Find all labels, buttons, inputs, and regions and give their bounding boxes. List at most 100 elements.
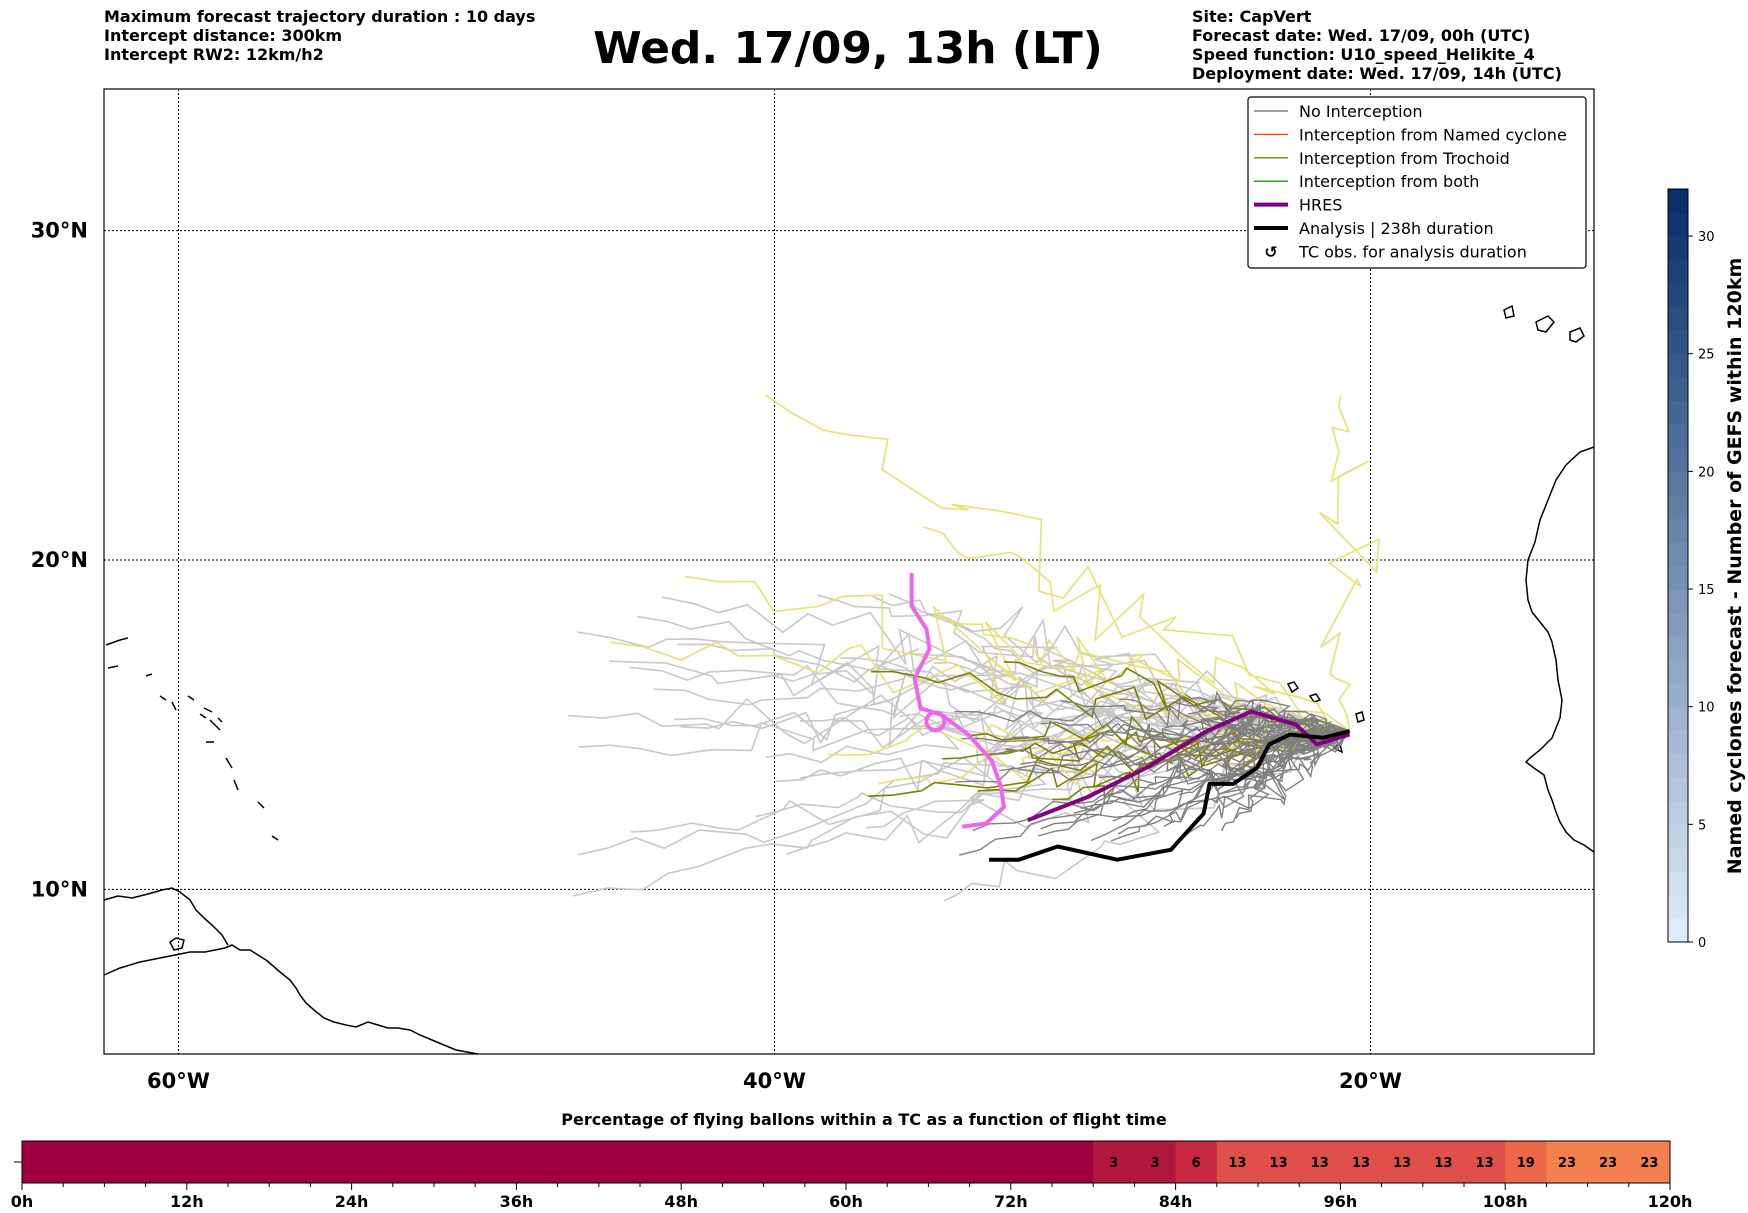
main-series	[909, 573, 1351, 862]
y-tick-label: 30°N	[31, 219, 88, 243]
colorbar-step	[1668, 659, 1688, 684]
bar-cell-label: 13	[1270, 1156, 1288, 1171]
x-tick-label: 20°W	[1339, 1069, 1402, 1093]
ensemble-yellow-track	[765, 394, 1351, 732]
bar-cell-label: 23	[1599, 1156, 1617, 1171]
series-line-hres	[1027, 709, 1351, 823]
header-left: Maximum forecast trajectory duration : 1…	[104, 7, 535, 64]
ensemble-grey-track	[1020, 730, 1350, 767]
ensemble-light-gray-track	[765, 712, 1350, 764]
ensemble-grey-track	[1163, 730, 1350, 827]
legend: No Interception Interception from Named c…	[1247, 96, 1587, 269]
bar-cell-label: 13	[1476, 1156, 1494, 1171]
page-title: Wed. 17/09, 13h (LT)	[593, 23, 1103, 74]
ensemble-light-gray-track	[661, 596, 1350, 732]
bar-cell	[1505, 1141, 1547, 1183]
colorbar-tick-label: 10	[1698, 701, 1715, 716]
bar-tick-label: 108h	[1483, 1192, 1528, 1211]
colorbar-step	[1668, 494, 1688, 519]
colorbar-step	[1668, 918, 1688, 943]
header-right-line-3: Speed function: U10_speed_Helikite_4	[1192, 45, 1535, 64]
bar-cell	[1381, 1141, 1424, 1183]
ensemble-light-gray-tracks	[568, 593, 1350, 902]
coastline-canaries-1	[1503, 304, 1515, 319]
series-line-hres-loop	[924, 710, 947, 733]
ensemble-light-gray-track	[899, 699, 1350, 744]
legend-label: TC obs. for analysis duration	[1298, 242, 1527, 261]
header-left-line-3: Intercept RW2: 12km/h2	[104, 45, 324, 64]
flight-time-bar: Percentage of flying ballons within a TC…	[11, 1110, 1693, 1211]
colorbar-step	[1668, 683, 1688, 708]
colorbar-label: Named cyclones forecast - Number of GEFS…	[1724, 258, 1746, 875]
bar-cell-label: 3	[1150, 1156, 1159, 1171]
colorbar-step	[1668, 212, 1688, 237]
ensemble-yellow-track	[1319, 395, 1380, 732]
coastline-south-america	[103, 944, 479, 1055]
colorbar-tick-label: 20	[1698, 465, 1715, 480]
colorbar-steps	[1668, 189, 1688, 943]
y-tick-label: 10°N	[31, 877, 88, 901]
ensemble-light-gray-track	[888, 593, 1350, 732]
bar-cell-label: 13	[1434, 1156, 1452, 1171]
colorbar-frame	[1667, 188, 1689, 943]
colorbar-step	[1668, 753, 1688, 778]
colorbar-step	[1668, 800, 1688, 825]
bar-cell-label: 19	[1517, 1156, 1535, 1171]
legend-symbol-icon: ↺	[1264, 242, 1277, 261]
colorbar-step	[1668, 636, 1688, 661]
map-axis-ticks: 60°W 40°W 20°W 10°N 20°N 30°N	[31, 219, 1402, 1093]
bar-cell-label: 13	[1311, 1156, 1329, 1171]
legend-label: No Interception	[1299, 102, 1423, 121]
header-right-line-4: Deployment date: Wed. 17/09, 14h (UTC)	[1192, 64, 1562, 83]
coastline-west-africa	[1524, 446, 1595, 853]
legend-items: No Interception Interception from Named c…	[1254, 102, 1567, 261]
ensemble-light-gray-track	[578, 709, 1350, 766]
legend-label: Interception from Named cyclone	[1299, 125, 1567, 144]
ensemble-grey-track	[1235, 730, 1351, 819]
colorbar-tick-label: 30	[1698, 230, 1715, 245]
coastline-cape-verde-1	[1286, 681, 1300, 694]
colorbar-step	[1668, 894, 1688, 919]
colorbar-step	[1668, 847, 1688, 872]
bar-tick-label: 12h	[170, 1192, 204, 1211]
bar-cell	[1340, 1141, 1382, 1183]
ensemble-grey-track	[1180, 730, 1351, 842]
bar-tick-label: 60h	[829, 1192, 863, 1211]
colorbar-step	[1668, 730, 1688, 755]
coastline-trinidad	[169, 937, 185, 951]
bar-title: Percentage of flying ballons within a TC…	[561, 1110, 1167, 1129]
bar-tick-label: 48h	[664, 1192, 698, 1211]
colorbar-step	[1668, 447, 1688, 472]
x-tick-label: 60°W	[147, 1069, 210, 1093]
legend-label: HRES	[1299, 196, 1342, 215]
coastline-venezuela-coast	[103, 887, 229, 946]
header-left-line-2: Intercept distance: 300km	[104, 26, 342, 45]
bar-tick-label: 84h	[1159, 1192, 1193, 1211]
colorbar-step	[1668, 706, 1688, 731]
colorbar-step	[1668, 306, 1688, 331]
ensemble-light-gray-track	[577, 730, 1350, 856]
colorbar-step	[1668, 353, 1688, 378]
colorbar-step	[1668, 471, 1688, 496]
ensemble-grey-track	[1174, 699, 1350, 735]
bar-tick-label: 120h	[1648, 1192, 1693, 1211]
coastline-caribbean-islands	[105, 637, 279, 841]
colorbar-step	[1668, 377, 1688, 402]
bar-cell	[1258, 1141, 1300, 1183]
colorbar-step	[1668, 236, 1688, 261]
colorbar-tick-label: 5	[1698, 818, 1706, 833]
ensemble-grey-track	[1178, 730, 1350, 796]
bar-cell-label: 6	[1192, 1156, 1201, 1171]
ensemble-grey-track	[1080, 730, 1350, 810]
header-right: Site: CapVert Forecast date: Wed. 17/09,…	[1192, 7, 1562, 83]
bar-cell	[1175, 1141, 1218, 1183]
bar-cell	[1093, 1141, 1135, 1183]
colorbar-step	[1668, 283, 1688, 308]
coastline-canaries-2	[1535, 315, 1556, 333]
bar-cell-label: 23	[1640, 1156, 1658, 1171]
bar-cell	[1299, 1141, 1341, 1183]
colorbar-step	[1668, 612, 1688, 637]
ensemble-grey-track	[1012, 720, 1350, 750]
legend-label: Interception from both	[1299, 172, 1479, 191]
bar-cell	[1134, 1141, 1176, 1183]
